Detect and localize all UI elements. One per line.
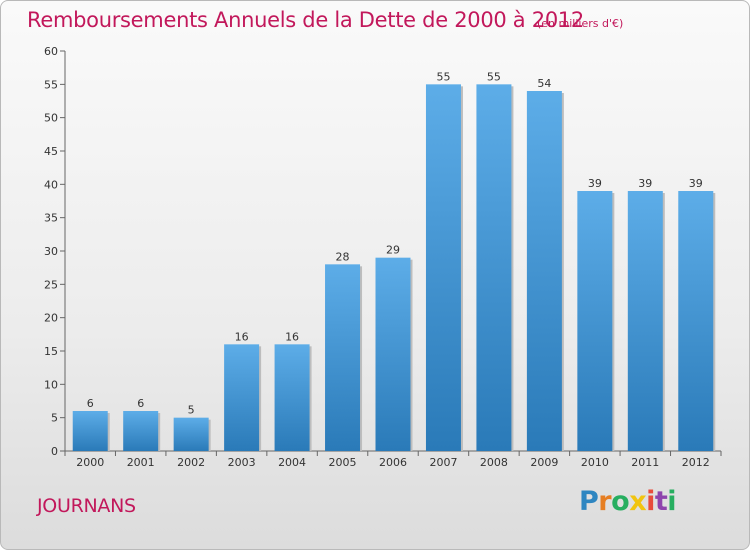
logo-letter: x [629,486,647,517]
bar-value-label: 5 [188,404,195,417]
bar-value-label: 16 [285,330,299,343]
chart-title: Remboursements Annuels de la Dette de 20… [27,8,584,32]
y-tick-label: 5 [51,412,58,425]
bar [325,264,361,451]
bar [274,344,310,451]
chart-bars: 6 2000 6 2001 5 2002 16 2003 16 2004 28 2005 29 2006 5… [64,70,722,469]
x-tick-label: 2009 [530,456,558,469]
y-tick-label: 25 [44,278,58,291]
logo-letter: i [646,486,655,517]
y-tick-label: 30 [44,245,58,258]
bar [627,191,663,451]
x-tick-label: 2005 [329,456,357,469]
x-tick-label: 2003 [228,456,256,469]
y-tick-label: 10 [44,378,58,391]
chart-axes: 0 5 10 15 20 25 30 35 40 45 50 55 60 [44,45,721,458]
logo-letter: i [667,486,677,517]
y-tick-label: 55 [44,78,58,91]
bar-value-label: 54 [537,77,551,90]
logo-letter: o [611,486,630,517]
bar [678,191,714,451]
y-tick-label: 60 [44,45,58,58]
y-tick-label: 35 [44,212,58,225]
y-tick-label: 15 [44,345,58,358]
bar [375,257,411,451]
y-tick-label: 45 [44,145,58,158]
y-tick-label: 0 [51,445,58,458]
x-tick-label: 2004 [278,456,306,469]
logo-letter: r [598,486,612,517]
logo-letter: P [579,486,599,517]
x-tick-label: 2007 [429,456,457,469]
bar-value-label: 16 [235,330,249,343]
y-tick-label: 20 [44,312,58,325]
bar-value-label: 55 [487,70,501,83]
bar-value-label: 6 [137,397,144,410]
logo-letter: t [654,486,668,517]
bar [577,191,613,451]
bar-value-label: 28 [336,250,350,263]
x-tick-label: 2011 [631,456,659,469]
chart-subtitle: (en milliers d'€) [537,17,624,30]
x-tick-label: 2010 [581,456,609,469]
x-tick-label: 2000 [76,456,104,469]
bar-value-label: 55 [436,70,450,83]
y-tick-label: 50 [44,112,58,125]
bar [425,84,461,451]
bar [173,417,209,451]
bar [526,91,562,451]
bar [476,84,512,451]
bar [123,411,159,451]
x-tick-label: 2001 [127,456,155,469]
place-name: JOURNANS [37,495,136,517]
bar-value-label: 39 [638,177,652,190]
bar-value-label: 39 [689,177,703,190]
x-tick-label: 2006 [379,456,407,469]
bar-value-label: 39 [588,177,602,190]
y-tick-label: 40 [44,178,58,191]
bar-value-label: 6 [87,397,94,410]
x-tick-label: 2008 [480,456,508,469]
proxiti-logo: Proxiti [579,486,677,517]
x-tick-label: 2012 [682,456,710,469]
bar [224,344,260,451]
bar [72,411,108,451]
bar-value-label: 29 [386,244,400,257]
x-tick-label: 2002 [177,456,205,469]
